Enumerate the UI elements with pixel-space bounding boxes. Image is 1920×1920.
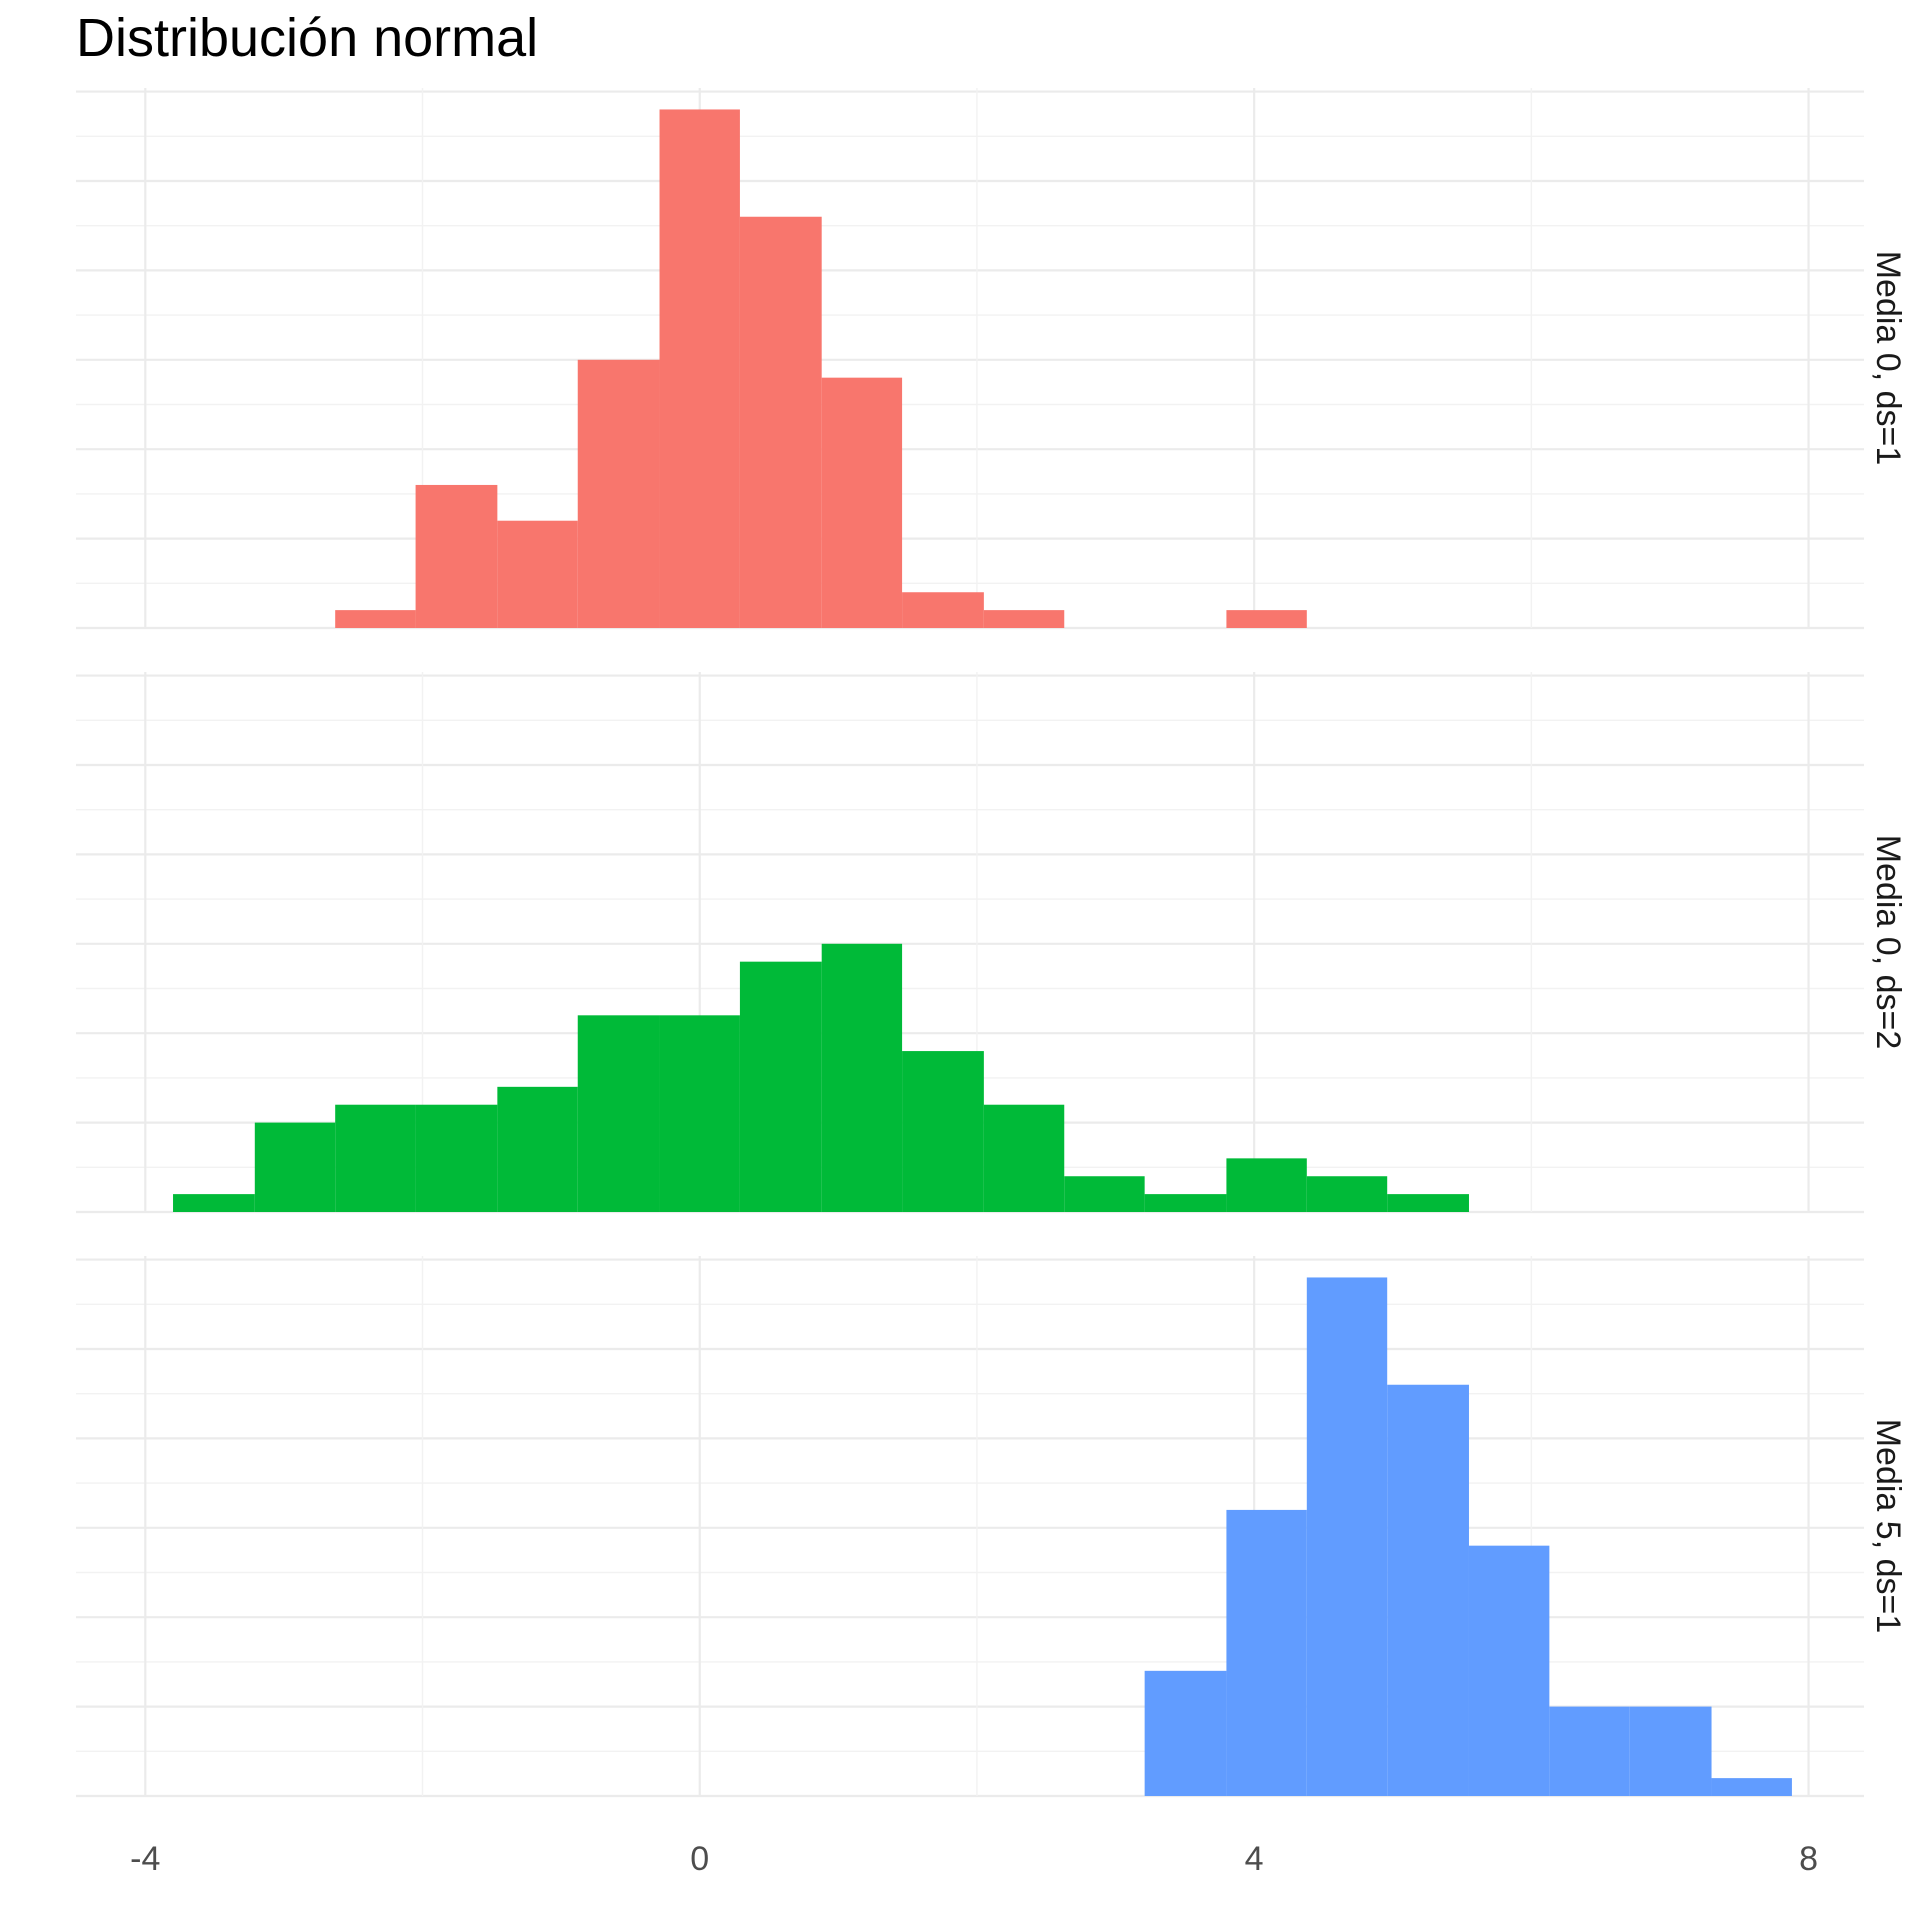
- chart-title: Distribución normal: [76, 8, 538, 68]
- histogram-bar: [983, 1104, 1065, 1212]
- facet-strip-label: Media 0, ds=2: [1869, 835, 1907, 1050]
- histogram-bar: [1711, 1778, 1792, 1796]
- histogram-bar: [983, 610, 1065, 628]
- x-tick-label: 0: [690, 1840, 709, 1878]
- panel-2: Media 0, ds=2: [76, 672, 1907, 1214]
- histogram-bar: [1226, 610, 1307, 628]
- histogram-bar: [821, 377, 903, 628]
- panel-1: Media 0, ds=1: [76, 88, 1907, 630]
- histogram-bar: [335, 610, 416, 628]
- histogram-bar: [1064, 1176, 1145, 1212]
- histogram-bar: [1306, 1277, 1388, 1796]
- histogram-bar: [577, 359, 660, 628]
- facet-panels: Media 0, ds=1 Media 0, ds=2 Media 5, ds=1: [76, 88, 1907, 1798]
- histogram-bar: [497, 1086, 578, 1212]
- histogram-bar: [821, 943, 903, 1212]
- histogram-bar: [1226, 1158, 1307, 1212]
- x-axis: -4 0 4 8: [130, 1840, 1818, 1878]
- histogram-bar: [254, 1122, 336, 1212]
- histogram-bar: [1387, 1194, 1469, 1212]
- x-tick-label: -4: [130, 1840, 160, 1878]
- histogram-bar: [902, 592, 984, 628]
- histogram-bar: [335, 1104, 416, 1212]
- histogram-bar: [415, 484, 498, 628]
- histogram-bar: [1387, 1384, 1469, 1796]
- histogram-bar: [659, 109, 740, 628]
- histogram-bar: [739, 216, 822, 629]
- histogram-bar: [1306, 1176, 1388, 1212]
- x-tick-label: 4: [1245, 1840, 1264, 1878]
- histogram-bar: [1144, 1194, 1227, 1212]
- histogram-bar: [1468, 1545, 1550, 1796]
- histogram-bar: [1629, 1706, 1712, 1796]
- facet-strip-label: Media 5, ds=1: [1869, 1419, 1907, 1634]
- histogram-bar: [659, 1015, 740, 1212]
- histogram-bar: [739, 961, 822, 1212]
- x-tick-label: 8: [1799, 1840, 1818, 1878]
- facet-strip-label: Media 0, ds=1: [1869, 251, 1907, 466]
- histogram-bar: [577, 1015, 660, 1212]
- histogram-bar: [415, 1104, 498, 1212]
- histogram-bar: [1226, 1509, 1307, 1796]
- histogram-bar: [173, 1194, 255, 1212]
- histogram-bar: [902, 1051, 984, 1212]
- panel-3: Media 5, ds=1: [76, 1256, 1907, 1798]
- histogram-bar: [1144, 1670, 1227, 1796]
- histogram-bar: [1549, 1706, 1630, 1796]
- histogram-bar: [497, 520, 578, 628]
